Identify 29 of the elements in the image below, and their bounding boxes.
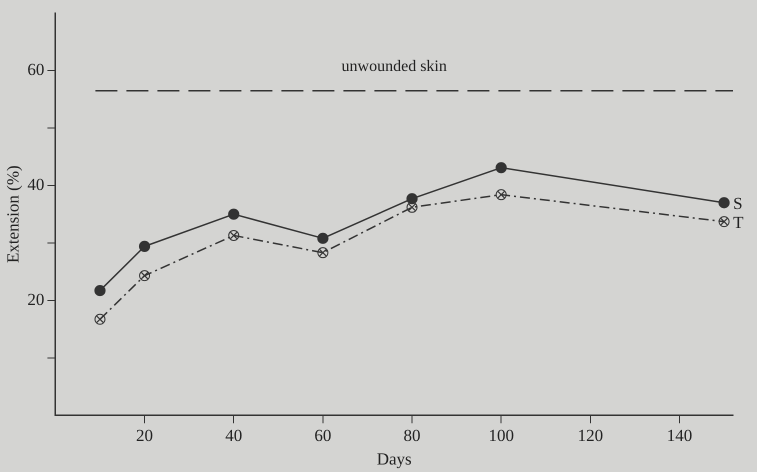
point xyxy=(718,197,730,208)
point xyxy=(228,230,240,241)
point xyxy=(139,270,150,282)
x-tick-label: 120 xyxy=(578,426,604,445)
y-tick-label: 20 xyxy=(27,290,44,309)
series-label: T xyxy=(733,213,744,232)
point xyxy=(496,189,507,200)
point xyxy=(406,193,418,204)
x-tick-label: 20 xyxy=(136,426,154,445)
y-tick-label: 40 xyxy=(27,174,44,194)
point xyxy=(138,240,150,252)
point xyxy=(718,216,730,228)
y-axis-title: Extension (%) xyxy=(4,165,23,264)
point xyxy=(94,284,106,296)
ref-line-label: unwounded skin xyxy=(342,58,447,75)
x-tick-label: 80 xyxy=(404,426,421,445)
y-tick-label: 60 xyxy=(27,60,44,80)
x-tick-label: 140 xyxy=(666,426,692,445)
point xyxy=(317,247,328,258)
series-label: S xyxy=(733,194,743,214)
point xyxy=(496,162,507,174)
x-axis-title: Days xyxy=(376,449,412,468)
point xyxy=(94,314,106,325)
x-tick-label: 100 xyxy=(488,426,514,445)
x-tick-label: 60 xyxy=(314,426,332,445)
x-tick-label: 40 xyxy=(225,426,242,445)
point xyxy=(317,232,328,244)
point xyxy=(228,208,240,220)
point xyxy=(406,202,418,213)
